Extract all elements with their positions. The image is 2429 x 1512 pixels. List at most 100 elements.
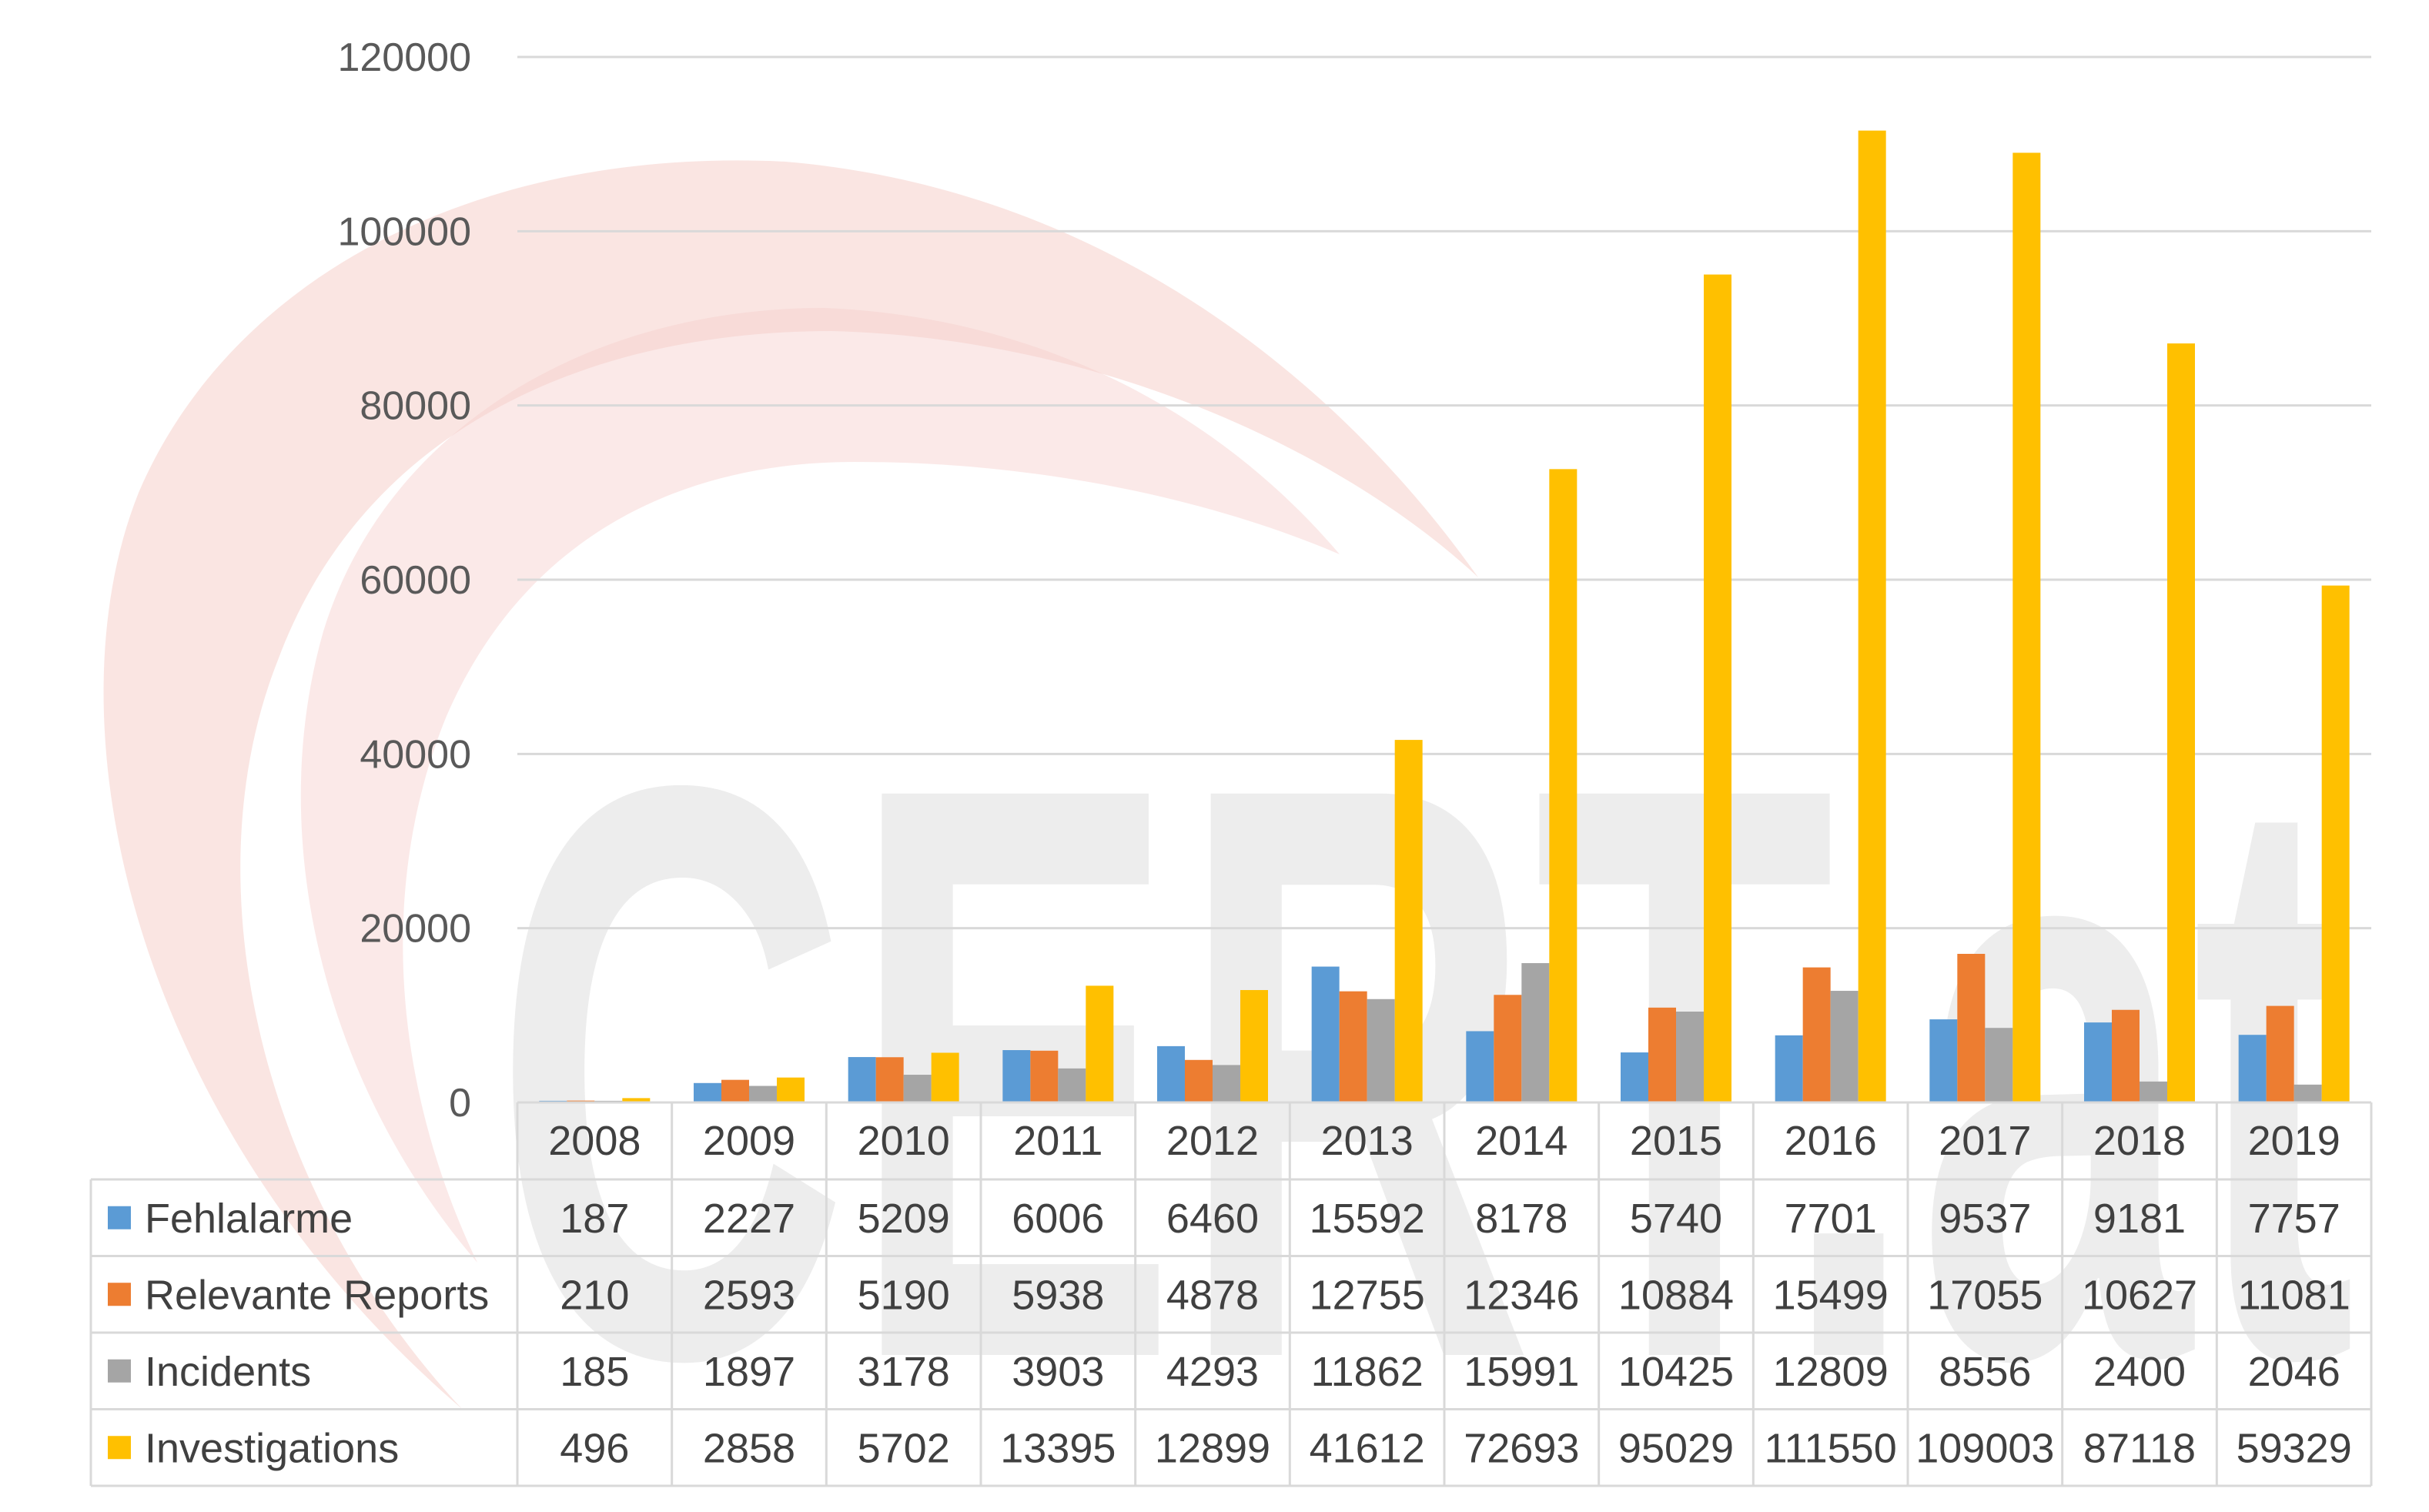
bar-relevante-reports-2011 <box>1030 1050 1059 1102</box>
x-tick-label: 2010 <box>858 1118 950 1164</box>
x-tick-label: 2011 <box>1013 1118 1102 1164</box>
table-cell-value: 6006 <box>1012 1196 1104 1242</box>
bar-investigations-2008 <box>622 1098 651 1102</box>
bar-fehlalarme-2018 <box>2084 1022 2112 1102</box>
bars <box>539 130 2350 1103</box>
table-cell-value: 11862 <box>1311 1349 1424 1395</box>
table-cell-value: 8556 <box>1939 1349 2031 1395</box>
table-cell-value: 8178 <box>1475 1196 1567 1242</box>
x-tick-label: 2015 <box>1630 1118 1722 1164</box>
bar-incidents-2018 <box>2140 1081 2167 1102</box>
legend-label: Incidents <box>145 1349 311 1395</box>
bar-fehlalarme-2009 <box>694 1082 721 1102</box>
table-cell-value: 5190 <box>858 1272 950 1318</box>
bar-fehlalarme-2016 <box>1775 1035 1803 1102</box>
y-tick-label: 40000 <box>360 732 471 777</box>
table-cell-value: 5938 <box>1012 1272 1104 1318</box>
bar-relevante-reports-2013 <box>1339 991 1367 1102</box>
table-cell-value: 187 <box>560 1196 629 1242</box>
table-cell-value: 15499 <box>1773 1272 1889 1318</box>
table-cell-value: 1897 <box>703 1349 795 1395</box>
bar-investigations-2019 <box>2321 585 2350 1102</box>
gridlines <box>517 55 2371 930</box>
y-tick-label: 60000 <box>360 558 471 603</box>
table-cell-value: 9537 <box>1939 1196 2031 1242</box>
bar-incidents-2009 <box>749 1085 777 1102</box>
x-tick-label: 2014 <box>1475 1118 1567 1164</box>
x-tick-label: 2018 <box>2093 1118 2186 1164</box>
bar-incidents-2014 <box>1521 963 1550 1102</box>
table-cell-value: 15991 <box>1464 1349 1579 1395</box>
table-cell-value: 5702 <box>858 1425 950 1471</box>
legend-key-fehlalarme <box>108 1206 131 1229</box>
table-cell-value: 12899 <box>1155 1425 1270 1471</box>
bar-investigations-2011 <box>1086 985 1114 1102</box>
table-cell-value: 9181 <box>2093 1196 2186 1242</box>
bar-investigations-2012 <box>1240 990 1268 1102</box>
y-tick-label: 120000 <box>337 35 471 80</box>
bar-relevante-reports-2015 <box>1648 1007 1676 1102</box>
bar-incidents-2011 <box>1058 1068 1086 1102</box>
table-cell-value: 2858 <box>703 1425 795 1471</box>
table-cell-value: 3903 <box>1012 1349 1104 1395</box>
table-cell-value: 12809 <box>1773 1349 1889 1395</box>
table-cell-value: 5740 <box>1630 1196 1722 1242</box>
bar-fehlalarme-2019 <box>2238 1035 2267 1102</box>
table-cell-value: 4878 <box>1166 1272 1259 1318</box>
table-cell-value: 111550 <box>1765 1425 1897 1471</box>
table-cell-value: 41612 <box>1310 1425 1425 1471</box>
bar-incidents-2016 <box>1830 991 1859 1102</box>
table-cell-value: 4293 <box>1166 1349 1259 1395</box>
table-cell-value: 2046 <box>2248 1349 2340 1395</box>
watermark-swoosh-inner <box>300 308 1340 1263</box>
bar-investigations-2010 <box>931 1052 959 1102</box>
bar-incidents-2012 <box>1213 1065 1240 1102</box>
bar-fehlalarme-2017 <box>1929 1019 1958 1102</box>
bar-incidents-2015 <box>1676 1012 1704 1102</box>
table-cell-value: 13395 <box>1000 1425 1116 1471</box>
table-cell-value: 210 <box>560 1272 629 1318</box>
table-cell-value: 12346 <box>1464 1272 1579 1318</box>
y-tick-label: 100000 <box>337 209 471 254</box>
table-cell-value: 2400 <box>2093 1349 2186 1395</box>
bar-incidents-2017 <box>1985 1028 2013 1102</box>
legend-key-investigations <box>108 1436 131 1460</box>
bar-incidents-2019 <box>2293 1084 2322 1102</box>
bar-investigations-2018 <box>2167 343 2195 1102</box>
table-cell-value: 87118 <box>2083 1425 2196 1471</box>
table-cell-value: 10425 <box>1618 1349 1734 1395</box>
legend-label: Fehlalarme <box>145 1196 353 1242</box>
y-tick-label: 80000 <box>360 384 471 429</box>
bar-fehlalarme-2012 <box>1157 1045 1185 1102</box>
table-cell-value: 2593 <box>703 1272 795 1318</box>
table-cell-value: 109003 <box>1915 1425 2054 1471</box>
bar-fehlalarme-2015 <box>1621 1052 1648 1102</box>
table-cell-value: 72693 <box>1464 1425 1579 1471</box>
bar-relevante-reports-2017 <box>1957 953 1986 1102</box>
table-cell-value: 6460 <box>1166 1196 1259 1242</box>
bar-investigations-2016 <box>1858 130 1886 1102</box>
bar-investigations-2013 <box>1394 740 1423 1102</box>
bar-relevante-reports-2009 <box>721 1079 749 1102</box>
table-cell-value: 10627 <box>2082 1272 2197 1318</box>
x-tick-label: 2008 <box>548 1118 641 1164</box>
legend-label: Relevante Reports <box>145 1272 489 1318</box>
x-tick-label: 2013 <box>1321 1118 1414 1164</box>
table-cell-value: 59329 <box>2237 1425 2352 1471</box>
table-cell-value: 11081 <box>2238 1272 2350 1318</box>
table-cell-value: 496 <box>560 1425 629 1471</box>
bar-investigations-2017 <box>2012 152 2041 1103</box>
bar-relevante-reports-2010 <box>875 1057 904 1102</box>
watermark-text: CERT.at <box>493 616 2356 1512</box>
data-table: 2008 2009 2010 2011 2012 2013 2014 2015 2016 2017… <box>89 1101 2373 1487</box>
bar-incidents-2010 <box>903 1075 932 1102</box>
bar-relevante-reports-2019 <box>2266 1005 2294 1102</box>
watermark-logo: CERT.at <box>103 160 2356 1512</box>
y-tick-label: 0 <box>449 1081 471 1126</box>
legend-key-relevante-reports <box>108 1283 131 1306</box>
table-cell-value: 7757 <box>2248 1196 2340 1242</box>
y-tick-label: 20000 <box>360 907 471 952</box>
x-tick-label: 2016 <box>1785 1118 1877 1164</box>
table-cell-value: 185 <box>560 1349 629 1395</box>
bar-fehlalarme-2010 <box>848 1057 876 1102</box>
